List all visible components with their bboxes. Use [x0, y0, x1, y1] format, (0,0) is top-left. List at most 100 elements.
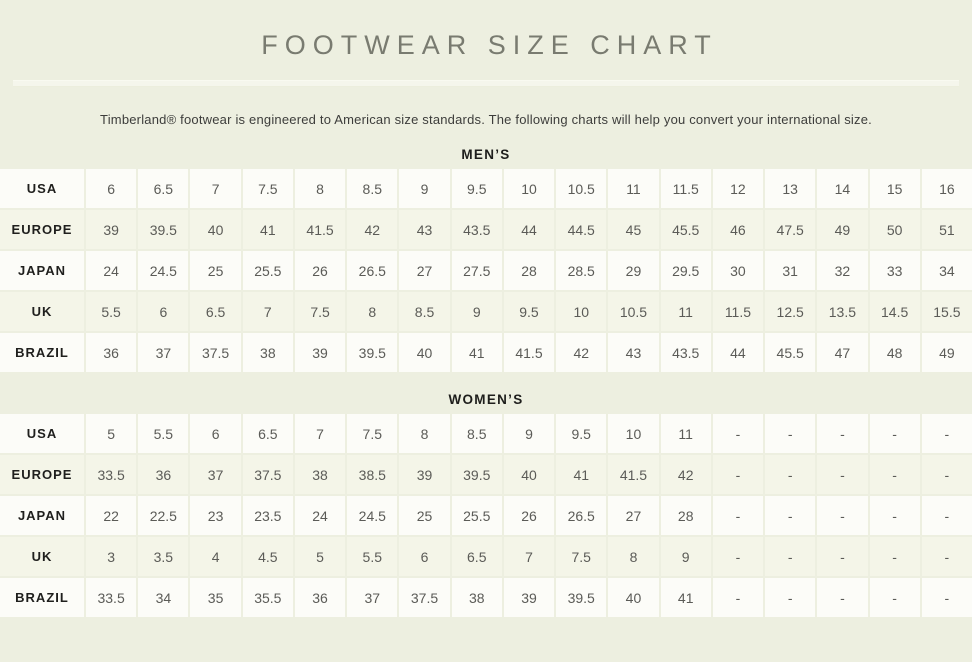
size-cell: 51: [921, 210, 972, 250]
size-cell: 42: [556, 333, 607, 373]
size-cell: 10.5: [608, 292, 659, 332]
mens-section-heading: MEN’S: [461, 147, 511, 163]
size-cell: 8: [347, 292, 398, 332]
size-cell: 8.5: [347, 169, 398, 209]
size-cell: 46: [712, 210, 764, 250]
size-cell: 24.5: [138, 251, 189, 291]
size-cell: -: [765, 455, 816, 495]
size-cell: 8.5: [451, 414, 502, 454]
size-cell: 27: [399, 251, 450, 291]
size-cell: 5.5: [138, 414, 189, 454]
title-divider: [13, 80, 959, 88]
size-cell: 9: [503, 414, 555, 454]
size-cell: 39: [86, 210, 137, 250]
size-cell: 39: [503, 578, 555, 618]
intro-text: Timberland® footwear is engineered to Am…: [100, 112, 872, 128]
row-label-uk: UK: [0, 537, 84, 577]
size-cell: 10: [608, 414, 659, 454]
size-cell: -: [765, 578, 816, 618]
size-cell: -: [817, 537, 868, 577]
size-cell: 24: [294, 496, 346, 536]
size-cell: 25.5: [242, 251, 293, 291]
size-cell: 8: [294, 169, 346, 209]
size-cell: 49: [817, 210, 868, 250]
size-cell: 6.5: [242, 414, 293, 454]
size-cell: 8: [608, 537, 659, 577]
size-cell: 4.5: [242, 537, 293, 577]
size-cell: 14: [817, 169, 868, 209]
size-cell: 7: [503, 537, 555, 577]
size-cell: 29: [608, 251, 659, 291]
size-cell: 45.5: [765, 333, 816, 373]
size-cell: 36: [294, 578, 346, 618]
size-cell: -: [921, 496, 972, 536]
size-cell: 33.5: [86, 455, 137, 495]
size-cell: 28.5: [556, 251, 607, 291]
size-cell: 43: [399, 210, 450, 250]
size-cell: 7.5: [347, 414, 398, 454]
page-title: FOOTWEAR SIZE CHART: [261, 30, 718, 60]
size-cell: 25.5: [451, 496, 502, 536]
row-label-usa: USA: [0, 169, 84, 209]
size-cell: 34: [921, 251, 972, 291]
size-cell: 41: [451, 333, 502, 373]
size-cell: 6: [138, 292, 189, 332]
womens-size-table: USA 5 5.5 6 6.5 7 7.5 8 8.5 9 9.5 10 11- - - - - EUROPE 33…: [0, 414, 972, 618]
size-cell: 7.5: [242, 169, 293, 209]
size-cell: 6: [190, 414, 241, 454]
size-cell: 3.5: [138, 537, 189, 577]
size-cell: 41.5: [608, 455, 659, 495]
size-cell: -: [921, 537, 972, 577]
size-cell: 41: [556, 455, 607, 495]
size-cell: 39.5: [138, 210, 189, 250]
size-cell: 25: [399, 496, 450, 536]
size-cell: 15: [869, 169, 920, 209]
size-cell: 36: [86, 333, 137, 373]
size-cell: -: [765, 496, 816, 536]
size-cell: 39.5: [451, 455, 502, 495]
size-cell: 23.5: [242, 496, 293, 536]
size-cell: 5.5: [86, 292, 137, 332]
size-cell: 9: [660, 537, 711, 577]
size-cell: 37: [347, 578, 398, 618]
size-cell: 41: [660, 578, 711, 618]
size-cell: 26.5: [556, 496, 607, 536]
size-cell: 45: [608, 210, 659, 250]
size-cell: 40: [503, 455, 555, 495]
size-cell: 5.5: [347, 537, 398, 577]
size-cell: 44: [712, 333, 764, 373]
size-cell: -: [817, 496, 868, 536]
size-cell: 33.5: [86, 578, 137, 618]
size-cell: -: [921, 578, 972, 618]
size-cell: 6: [86, 169, 137, 209]
size-cell: 7.5: [556, 537, 607, 577]
size-cell: 26: [503, 496, 555, 536]
row-label-brazil: BRAZIL: [0, 578, 84, 618]
row-label-japan: JAPAN: [0, 251, 84, 291]
size-cell: 7.5: [294, 292, 346, 332]
size-cell: 26: [294, 251, 346, 291]
size-cell: 5: [86, 414, 137, 454]
row-label-brazil: BRAZIL: [0, 333, 84, 373]
size-cell: 6.5: [451, 537, 502, 577]
size-cell: 10: [556, 292, 607, 332]
size-cell: 6: [399, 537, 450, 577]
size-cell: -: [712, 537, 764, 577]
size-cell: 13: [765, 169, 816, 209]
size-cell: 24.5: [347, 496, 398, 536]
size-cell: 30: [712, 251, 764, 291]
size-cell: 44.5: [556, 210, 607, 250]
size-cell: 24: [86, 251, 137, 291]
size-cell: 7: [242, 292, 293, 332]
size-cell: 50: [869, 210, 920, 250]
size-cell: 38: [451, 578, 502, 618]
row-label-uk: UK: [0, 292, 84, 332]
size-cell: 9: [451, 292, 502, 332]
mens-size-table: USA 6 6.5 7 7.5 8 8.5 9 9.5 10 10.5 11 11.5 12 13 14 15 1…: [0, 169, 972, 373]
size-cell: 11: [660, 414, 711, 454]
size-cell: 41.5: [503, 333, 555, 373]
size-cell: 47.5: [765, 210, 816, 250]
size-cell: 8: [399, 414, 450, 454]
size-cell: 16: [921, 169, 972, 209]
size-cell: -: [765, 537, 816, 577]
